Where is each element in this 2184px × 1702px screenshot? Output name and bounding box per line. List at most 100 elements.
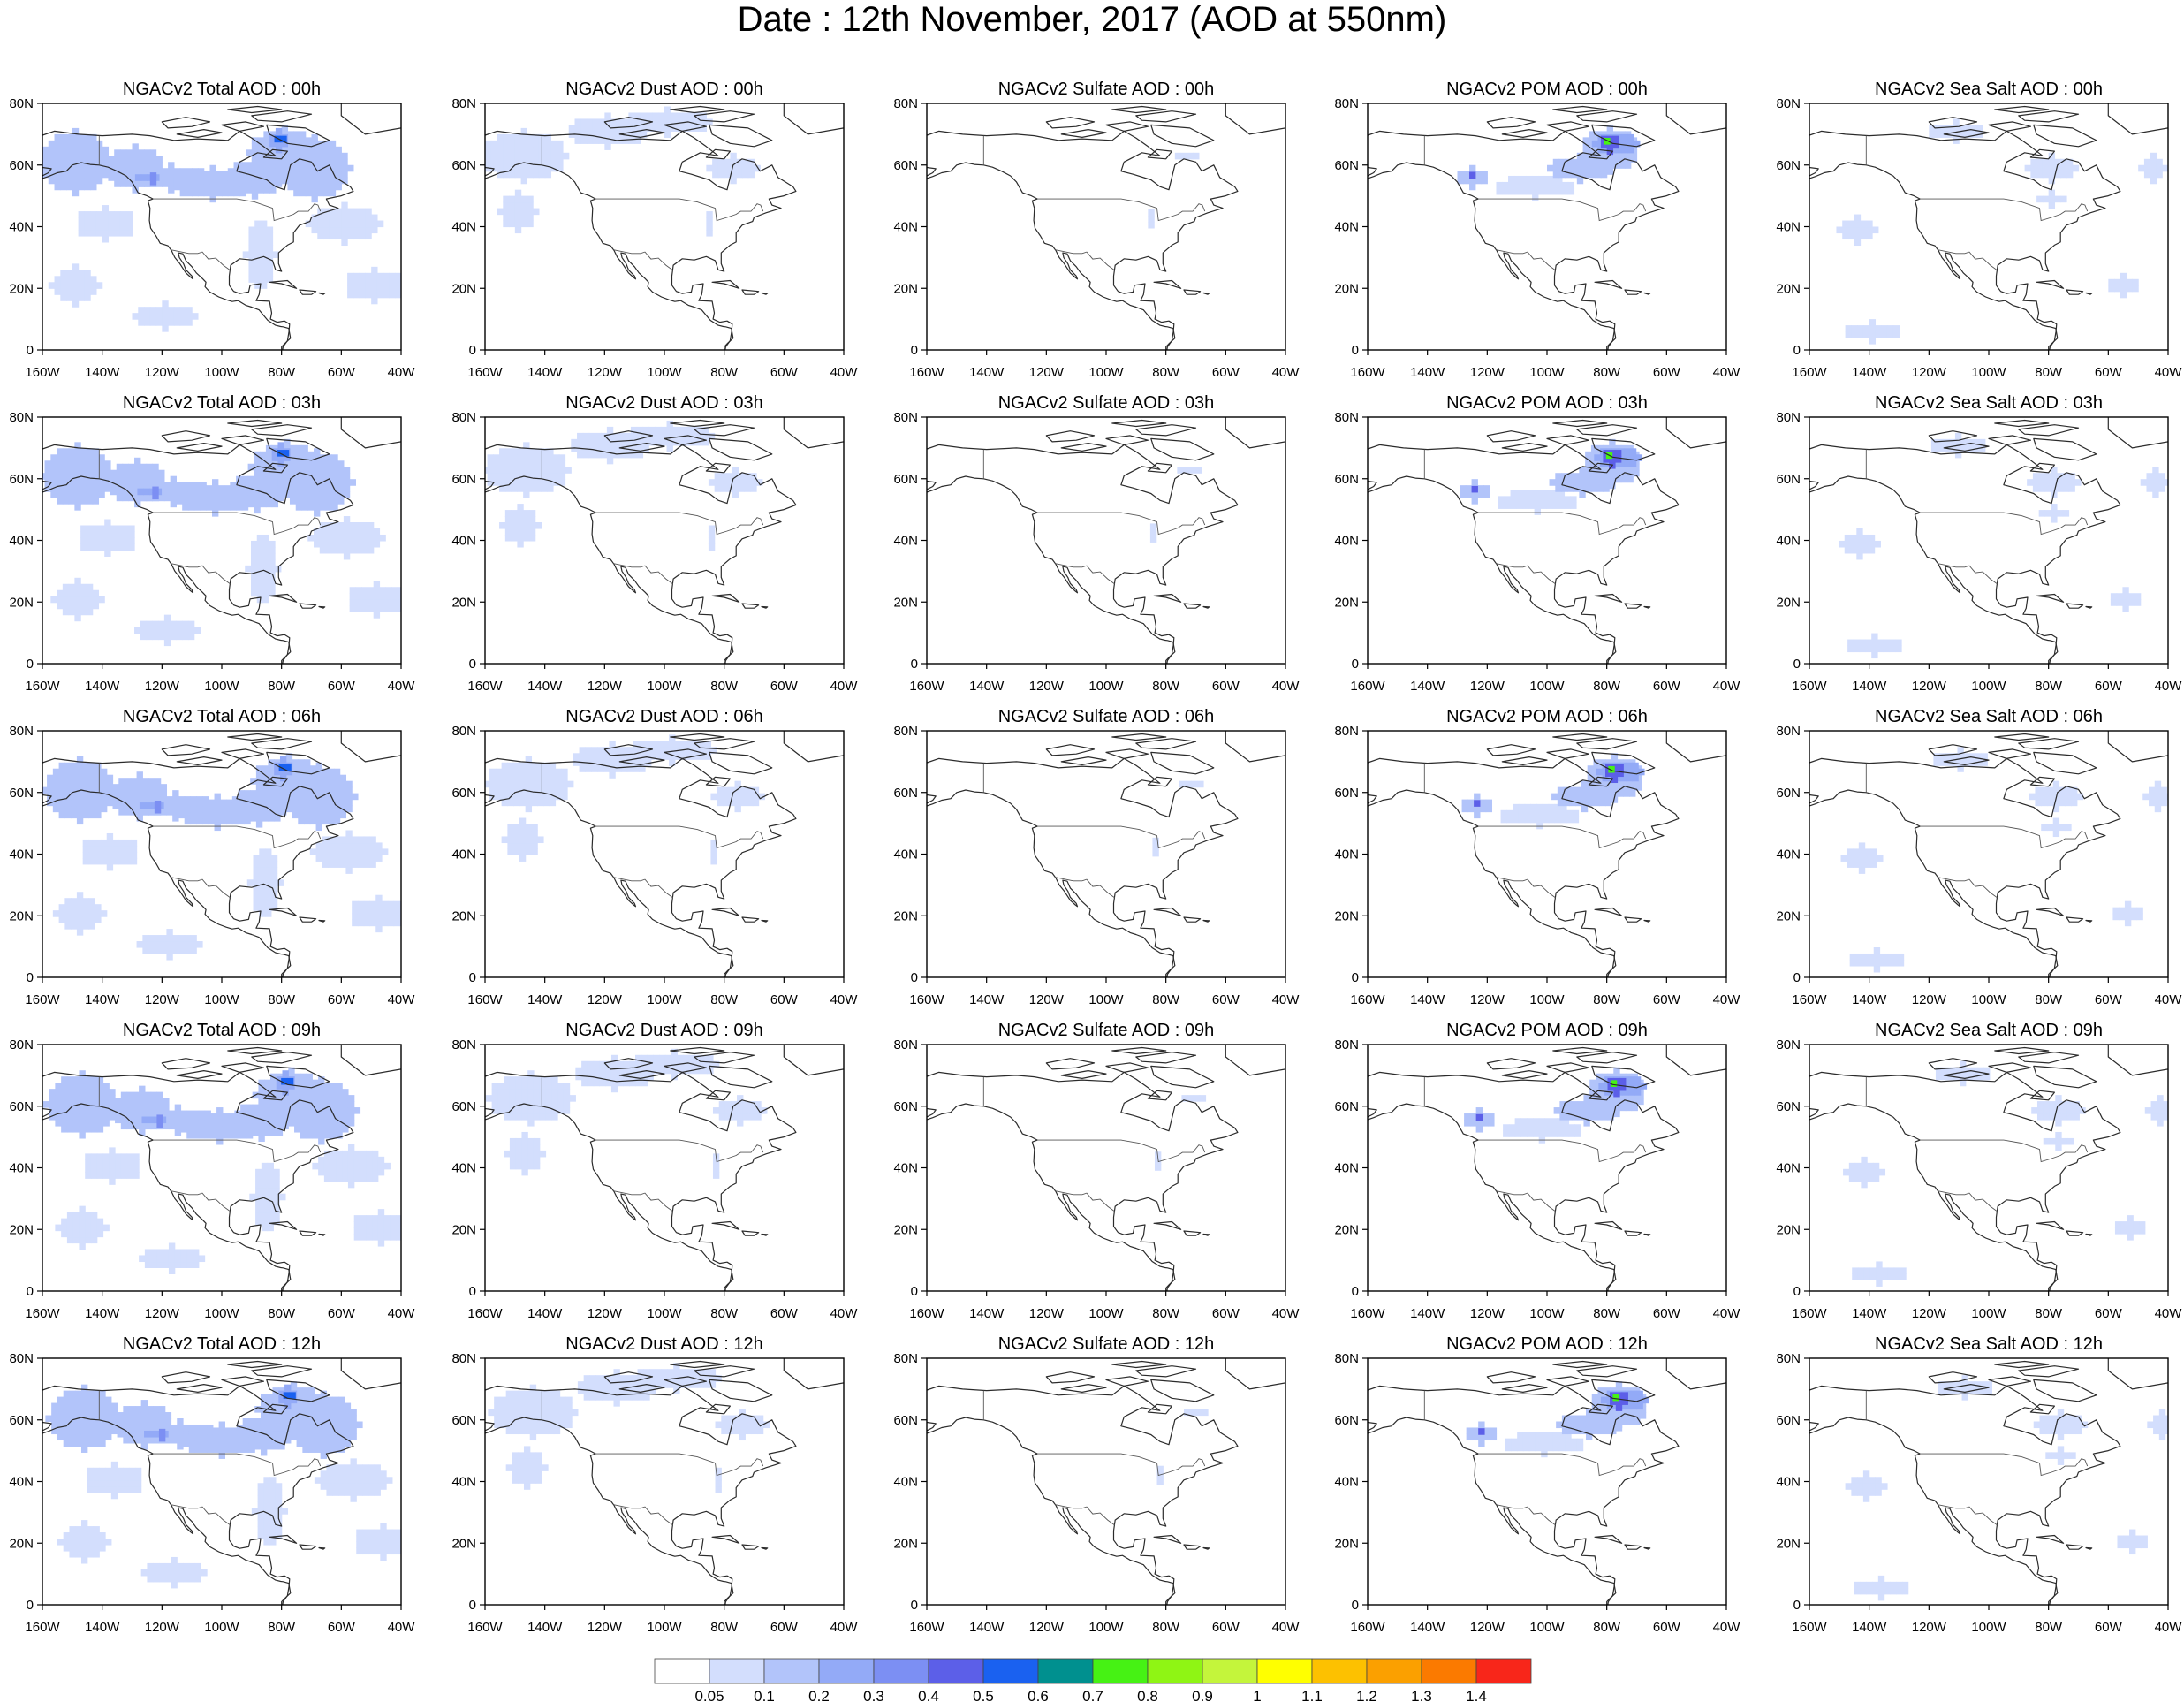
aod-cell <box>561 780 568 788</box>
aod-cell <box>2051 467 2058 474</box>
aod-cell <box>352 907 359 915</box>
aod-cell <box>647 1060 654 1068</box>
aod-cell <box>717 786 724 794</box>
aod-cell <box>216 177 223 185</box>
aod-cell <box>301 504 308 511</box>
aod-cell <box>2068 479 2075 486</box>
aod-cell <box>1606 162 1614 169</box>
aod-cell <box>271 448 279 455</box>
aod-cell <box>90 140 97 148</box>
aod-cell <box>623 1079 630 1087</box>
aod-cell <box>1632 774 1639 782</box>
aod-cell <box>561 774 568 782</box>
aod-cell <box>497 1089 504 1096</box>
aod-cell <box>372 1234 379 1241</box>
coastline <box>1994 105 2050 114</box>
aod-cell <box>289 460 297 467</box>
aod-cell <box>1866 226 1873 234</box>
aod-cell <box>168 1267 176 1274</box>
aod-cell <box>341 152 348 160</box>
aod-cell <box>555 780 562 788</box>
aod-cell <box>549 799 557 807</box>
aod-cell <box>1551 490 1559 497</box>
aod-cell <box>367 546 375 554</box>
aod-cell <box>355 534 362 542</box>
aod-cell <box>736 171 743 179</box>
aod-cell <box>1847 232 1855 240</box>
aod-cell <box>504 448 512 455</box>
aod-cell <box>54 152 61 160</box>
panel-title: NGACv2 Sea Salt AOD : 06h <box>1875 707 2103 726</box>
aod-cell <box>519 842 527 849</box>
aod-cell <box>347 1107 355 1114</box>
aod-cell <box>672 426 679 434</box>
aod-cell <box>138 313 145 320</box>
aod-cell <box>1611 753 1619 760</box>
aod-cell <box>284 454 291 461</box>
aod-cell <box>525 836 533 844</box>
aod-cell <box>541 460 548 467</box>
aod-cell <box>1563 793 1570 801</box>
country-border <box>595 512 764 536</box>
aod-cell <box>57 460 64 467</box>
aod-cell <box>371 272 378 280</box>
aod-cell <box>79 1070 86 1077</box>
aod-cell <box>558 467 566 474</box>
aod-cell <box>533 152 540 160</box>
aod-cell <box>347 1174 355 1182</box>
aod-cell <box>233 180 240 187</box>
aod-cell <box>511 534 518 542</box>
aod-cell <box>132 168 139 175</box>
aod-cell <box>383 1215 391 1222</box>
coastline <box>1501 756 1548 765</box>
aod-cell <box>664 106 671 114</box>
aod-cell <box>722 799 730 807</box>
aod-cell <box>1595 171 1602 179</box>
aod-cell <box>152 463 159 471</box>
aod-cell <box>1148 215 1155 223</box>
aod-cell <box>1573 479 1580 486</box>
coastline <box>227 1046 283 1055</box>
aod-cell <box>323 189 330 197</box>
aod-cell <box>1883 645 1891 653</box>
aod-cell <box>125 162 133 169</box>
aod-cell <box>2062 485 2070 492</box>
aod-cell <box>352 848 359 855</box>
aod-cell <box>557 1095 565 1102</box>
aod-cell <box>1551 496 1559 503</box>
aod-cell <box>64 768 72 776</box>
aod-cell <box>682 112 689 120</box>
aod-cell <box>1516 502 1523 509</box>
aod-cell <box>257 156 264 163</box>
y-tick-label: 60N <box>9 472 34 487</box>
aod-cell <box>108 174 115 181</box>
country-border <box>1938 249 1998 271</box>
aod-cell <box>140 463 148 471</box>
aod-cell <box>259 879 266 886</box>
aod-cell <box>261 1168 269 1176</box>
aod-cell <box>571 444 578 452</box>
aod-cell <box>281 1077 288 1085</box>
aod-cell <box>142 790 149 797</box>
aod-cell <box>507 774 514 782</box>
aod-cell <box>542 786 550 794</box>
aod-cell <box>130 851 138 859</box>
aod-cell <box>1534 490 1541 497</box>
aod-cell <box>523 528 530 536</box>
aod-cell <box>1560 803 1567 811</box>
aod-cell <box>363 848 371 855</box>
coastline <box>1943 756 1990 765</box>
aod-cell <box>269 168 277 175</box>
coastline <box>2085 605 2093 609</box>
aod-cell <box>337 460 345 467</box>
aod-cell <box>58 762 65 770</box>
aod-cell <box>312 1131 319 1139</box>
aod-cell <box>708 537 716 545</box>
aod-cell <box>1626 762 1634 770</box>
aod-cell <box>204 1120 211 1127</box>
aod-cell <box>72 1120 80 1127</box>
aod-cell <box>49 1101 56 1108</box>
aod-cell <box>1606 141 1614 149</box>
aod-cell <box>373 605 381 612</box>
aod-cell <box>88 768 95 776</box>
